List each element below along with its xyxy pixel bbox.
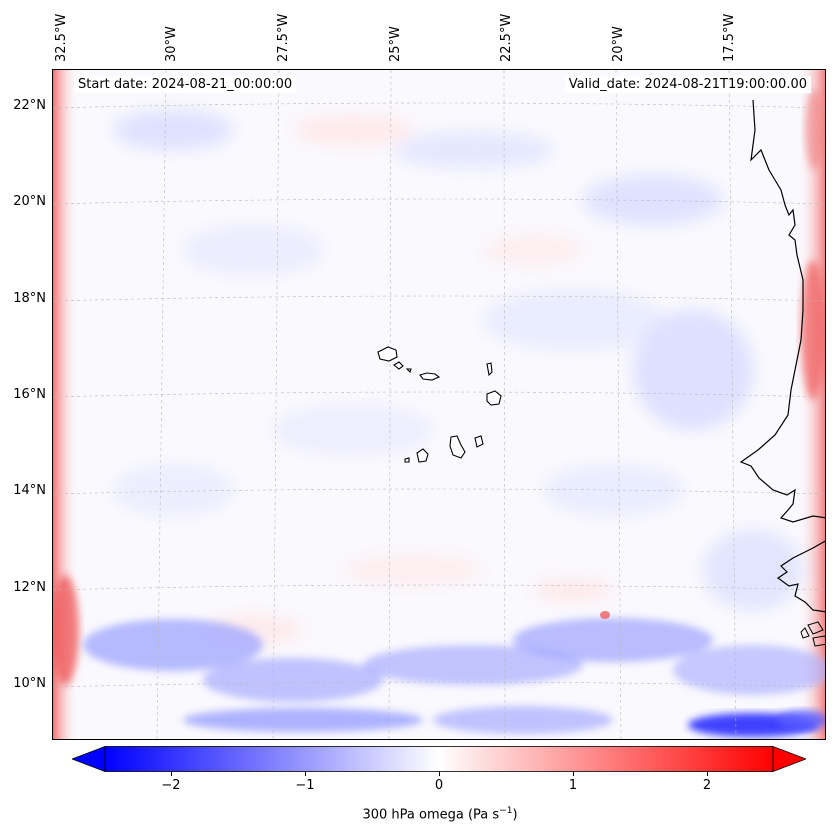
small-descent-spot (600, 611, 610, 619)
colorbar-units: Pa s (473, 807, 500, 823)
blue-patches (113, 110, 803, 610)
lat-label-22n: 22°N (13, 98, 46, 113)
lon-label-17-5w: 17.5°W (722, 13, 737, 62)
colorbar-ramp (104, 746, 774, 772)
island-santo-antao (377, 346, 398, 362)
cb-tickmark-1 (573, 772, 574, 776)
colorbar-low-extension (72, 746, 106, 772)
island-brava (404, 457, 410, 463)
island-sao-vicente (393, 361, 404, 370)
island-boa-vista (486, 390, 502, 406)
colorbar-label: 300 hPa omega (Pa s−1) (362, 806, 518, 823)
cape-verde-islands (377, 346, 502, 463)
cb-tickmark-0 (439, 772, 440, 776)
left-edge-maximum (53, 575, 79, 685)
cb-tickmark-m1 (305, 772, 306, 776)
lat-label-14n: 14°N (13, 483, 46, 498)
cb-tickmark-2 (707, 772, 708, 776)
valid-date-label: Valid_date: 2024-08-21T19:00:00.00 (564, 76, 811, 93)
cb-tick-label-m1: −1 (295, 778, 315, 793)
southern-blue-band (83, 618, 825, 734)
lat-label-16n: 16°N (13, 387, 46, 402)
right-edge-upper (805, 90, 825, 170)
colorbar-variable: 300 hPa omega (362, 807, 464, 823)
start-date-label: Start date: 2024-08-21_00:00:00 (74, 76, 297, 93)
lon-label-32-5w: 32.5°W (54, 13, 69, 62)
lon-label-25w: 25°W (388, 26, 403, 62)
colorbar-units-exponent: −1 (499, 806, 513, 816)
cb-tickmark-m2 (171, 772, 172, 776)
colorbar (72, 746, 806, 772)
island-sao-nicolau (419, 372, 441, 381)
cb-tick-label-2: 2 (702, 778, 712, 793)
omega-map (52, 69, 826, 740)
colorbar-high-extension (772, 746, 806, 772)
map-canvas (53, 70, 825, 739)
lon-label-27-5w: 27.5°W (276, 13, 291, 62)
right-edge-band (797, 70, 825, 739)
cb-tick-label-m2: −2 (161, 778, 181, 793)
lat-label-12n: 12°N (13, 580, 46, 595)
colorbar-graphic (72, 746, 806, 772)
coastline-west-africa (739, 99, 825, 523)
island-fogo (416, 448, 429, 463)
lat-label-10n: 10°N (13, 676, 46, 691)
lon-label-30w: 30°W (164, 26, 179, 62)
cb-tick-label-0: 0 (434, 778, 444, 793)
cb-tick-label-1: 1 (568, 778, 578, 793)
island-santa-luzia (405, 368, 412, 374)
strong-ascent-east (778, 710, 825, 730)
graticule (53, 70, 825, 739)
island-sal (486, 362, 493, 377)
right-edge-maximum (801, 260, 825, 400)
bissagos-islands (800, 621, 825, 647)
coastline-guinea (776, 540, 825, 613)
island-maio (474, 435, 484, 448)
island-santiago (449, 435, 466, 459)
lat-label-20n: 20°N (13, 194, 46, 209)
lon-label-20w: 20°W (611, 26, 626, 62)
lon-label-22-5w: 22.5°W (499, 13, 514, 62)
lat-label-18n: 18°N (13, 291, 46, 306)
